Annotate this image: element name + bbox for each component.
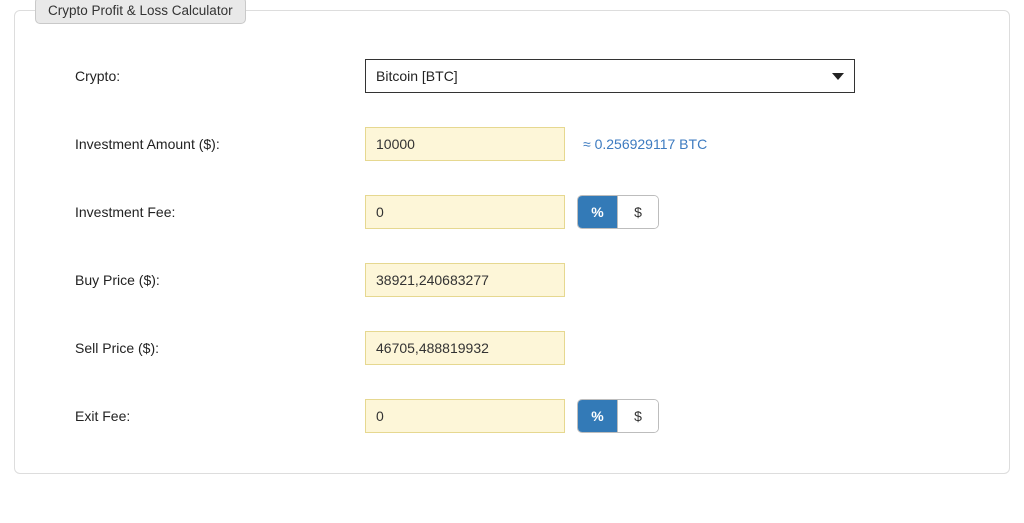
sell-price-input[interactable] [365,331,565,365]
row-sell-price: Sell Price ($): [75,331,949,365]
crypto-select-value: Bitcoin [BTC] [376,68,458,84]
investment-fee-dollar-button[interactable]: $ [618,196,658,228]
buy-price-input[interactable] [365,263,565,297]
investment-conversion: ≈ 0.256929117 BTC [583,136,707,152]
sell-price-label: Sell Price ($): [75,340,365,356]
panel-title: Crypto Profit & Loss Calculator [35,0,246,24]
crypto-select[interactable]: Bitcoin [BTC] [365,59,855,93]
investment-fee-input[interactable] [365,195,565,229]
row-crypto: Crypto: Bitcoin [BTC] [75,59,949,93]
investment-amount-input[interactable] [365,127,565,161]
calculator-panel: Crypto Profit & Loss Calculator Crypto: … [14,10,1010,474]
chevron-down-icon [832,73,844,80]
investment-fee-toggle: % $ [577,195,659,229]
row-investment-fee: Investment Fee: % $ [75,195,949,229]
exit-fee-label: Exit Fee: [75,408,365,424]
row-exit-fee: Exit Fee: % $ [75,399,949,433]
row-buy-price: Buy Price ($): [75,263,949,297]
exit-fee-dollar-button[interactable]: $ [618,400,658,432]
investment-amount-label: Investment Amount ($): [75,136,365,152]
exit-fee-input[interactable] [365,399,565,433]
buy-price-label: Buy Price ($): [75,272,365,288]
investment-fee-percent-button[interactable]: % [578,196,618,228]
investment-fee-label: Investment Fee: [75,204,365,220]
row-investment-amount: Investment Amount ($): ≈ 0.256929117 BTC [75,127,949,161]
crypto-label: Crypto: [75,68,365,84]
exit-fee-toggle: % $ [577,399,659,433]
exit-fee-percent-button[interactable]: % [578,400,618,432]
